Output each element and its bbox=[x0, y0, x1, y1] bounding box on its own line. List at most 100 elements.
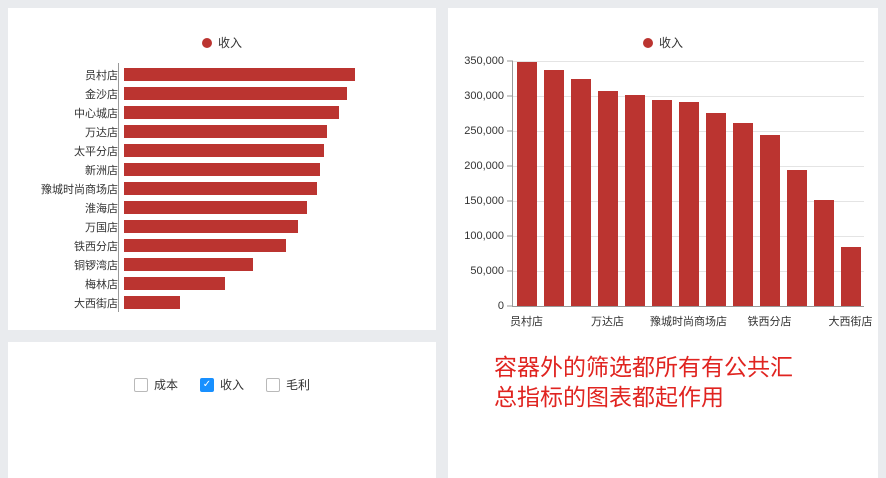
annotation-text: 容器外的筛选都所有有公共汇 总指标的图表都起作用 bbox=[494, 353, 878, 414]
legend-marker-icon bbox=[642, 37, 653, 48]
bar-row: 梅林店 bbox=[12, 274, 436, 293]
bar[interactable] bbox=[786, 169, 807, 306]
bar[interactable] bbox=[124, 87, 348, 100]
category-label: 梅林店 bbox=[85, 278, 118, 291]
bar[interactable] bbox=[705, 112, 726, 306]
bar-track bbox=[124, 296, 356, 309]
bar[interactable] bbox=[516, 62, 537, 306]
bar-track bbox=[124, 182, 356, 195]
filter-checkbox-3[interactable]: 毛利 bbox=[266, 376, 310, 393]
bar-row: 大西街店 bbox=[12, 293, 436, 312]
bar[interactable] bbox=[543, 70, 564, 306]
filter-checkbox-2[interactable]: ✓ 收入 bbox=[199, 376, 244, 393]
x-tick-label: 大西街店 bbox=[828, 316, 873, 328]
y-tick-label: 100,000 bbox=[464, 230, 504, 242]
horizontal-bar-chart: 员村店金沙店中心城店万达店太平分店新洲店豫城时尚商场店淮海店万国店铁西分店铜锣湾… bbox=[8, 63, 436, 312]
filter-checkbox-1[interactable]: 成本 bbox=[133, 376, 178, 393]
annotation-line: 容器外的筛选都所有有公共汇 bbox=[494, 355, 793, 381]
bar-track bbox=[124, 239, 356, 252]
bar-row: 新洲店 bbox=[12, 160, 436, 179]
bar-row: 淮海店 bbox=[12, 198, 436, 217]
category-label: 万国店 bbox=[85, 221, 118, 234]
bar-track bbox=[124, 87, 356, 100]
category-label: 铜锣湾店 bbox=[74, 259, 118, 272]
bar-track bbox=[124, 220, 356, 233]
bar-track bbox=[124, 125, 356, 138]
bar[interactable] bbox=[840, 247, 861, 306]
gridline bbox=[513, 96, 864, 97]
category-label: 员村店 bbox=[85, 69, 118, 82]
bar[interactable] bbox=[597, 91, 618, 306]
y-axis-tick bbox=[507, 165, 513, 167]
bar-track bbox=[124, 144, 356, 157]
y-axis-tick bbox=[507, 95, 513, 97]
x-tick-label: 万达店 bbox=[591, 316, 624, 328]
category-label: 大西街店 bbox=[74, 297, 118, 310]
bar-row: 金沙店 bbox=[12, 84, 436, 103]
bar[interactable] bbox=[124, 277, 225, 290]
bar-row: 豫城时尚商场店 bbox=[12, 179, 436, 198]
annotation-line: 总指标的图表都起作用 bbox=[494, 385, 724, 412]
bar[interactable] bbox=[124, 106, 340, 119]
bar[interactable] bbox=[570, 78, 591, 306]
bar[interactable] bbox=[124, 163, 320, 176]
bar-row: 铁西分店 bbox=[12, 236, 436, 255]
bar-track bbox=[124, 68, 356, 81]
category-label: 中心城店 bbox=[74, 107, 118, 120]
legend-income[interactable]: 收入 bbox=[448, 8, 878, 51]
bar-row: 万达店 bbox=[12, 122, 436, 141]
bar-track bbox=[124, 258, 356, 271]
x-tick-label: 铁西分店 bbox=[747, 316, 792, 328]
category-label: 铁西分店 bbox=[74, 240, 118, 253]
legend-marker-icon bbox=[201, 37, 212, 48]
legend-income[interactable]: 收入 bbox=[8, 8, 436, 51]
bar[interactable] bbox=[651, 99, 672, 306]
bar[interactable] bbox=[732, 122, 753, 306]
checkbox-unchecked-icon[interactable] bbox=[266, 377, 280, 392]
checkbox-unchecked-icon[interactable] bbox=[133, 377, 148, 392]
bar[interactable] bbox=[124, 296, 180, 309]
plot-area: 0 50,000 100,000 150,000 200,000 250,000 300,0… bbox=[464, 55, 872, 328]
bar-row: 太平分店 bbox=[12, 141, 436, 160]
bar[interactable] bbox=[124, 144, 325, 157]
bar[interactable] bbox=[813, 199, 834, 306]
bar[interactable] bbox=[124, 258, 254, 271]
category-label: 太平分店 bbox=[74, 145, 118, 158]
bar[interactable] bbox=[678, 102, 699, 306]
bar[interactable] bbox=[624, 94, 645, 306]
y-tick-label: 0 bbox=[497, 300, 504, 312]
income-hbar-chart-card: 收入 员村店金沙店中心城店万达店太平分店新洲店豫城时尚商场店淮海店万国店铁西分店… bbox=[8, 8, 436, 330]
bar[interactable] bbox=[759, 134, 780, 306]
checkbox-checked-icon[interactable]: ✓ bbox=[199, 377, 214, 392]
y-tick-label: 350,000 bbox=[464, 55, 504, 67]
metric-filter-card: 成本 ✓ 收入 毛利 bbox=[8, 342, 436, 478]
vertical-bar-chart: 0 50,000 100,000 150,000 200,000 250,000 300,0… bbox=[460, 55, 872, 328]
bar-row: 万国店 bbox=[12, 217, 436, 236]
bar[interactable] bbox=[124, 68, 355, 81]
bar-row: 铜锣湾店 bbox=[12, 255, 436, 274]
bars-group bbox=[513, 61, 864, 306]
category-label: 豫城时尚商场店 bbox=[41, 183, 118, 196]
bar[interactable] bbox=[124, 182, 317, 195]
bar-track bbox=[124, 106, 356, 119]
y-tick-label: 150,000 bbox=[464, 195, 504, 207]
y-axis-tick bbox=[507, 235, 513, 237]
x-tick-label: 豫城时尚商场店 bbox=[650, 316, 727, 328]
bar[interactable] bbox=[124, 239, 287, 252]
y-axis-line bbox=[118, 63, 119, 312]
x-tick-label: 员村店 bbox=[510, 316, 543, 328]
income-vbar-chart-card: 收入 0 50,000 100,000 150,000 200,000 250,000 30… bbox=[448, 8, 878, 478]
y-axis-tick bbox=[507, 270, 513, 272]
y-axis-tick bbox=[507, 305, 513, 307]
gridline bbox=[513, 61, 864, 62]
category-label: 金沙店 bbox=[85, 88, 118, 101]
bar[interactable] bbox=[124, 220, 298, 233]
bar[interactable] bbox=[124, 125, 328, 138]
y-tick-label: 300,000 bbox=[464, 90, 504, 102]
checkbox-label: 成本 bbox=[153, 378, 178, 392]
bar[interactable] bbox=[124, 201, 307, 214]
category-label: 新洲店 bbox=[85, 164, 118, 177]
bar-track bbox=[124, 163, 356, 176]
checkbox-label: 收入 bbox=[219, 378, 244, 392]
